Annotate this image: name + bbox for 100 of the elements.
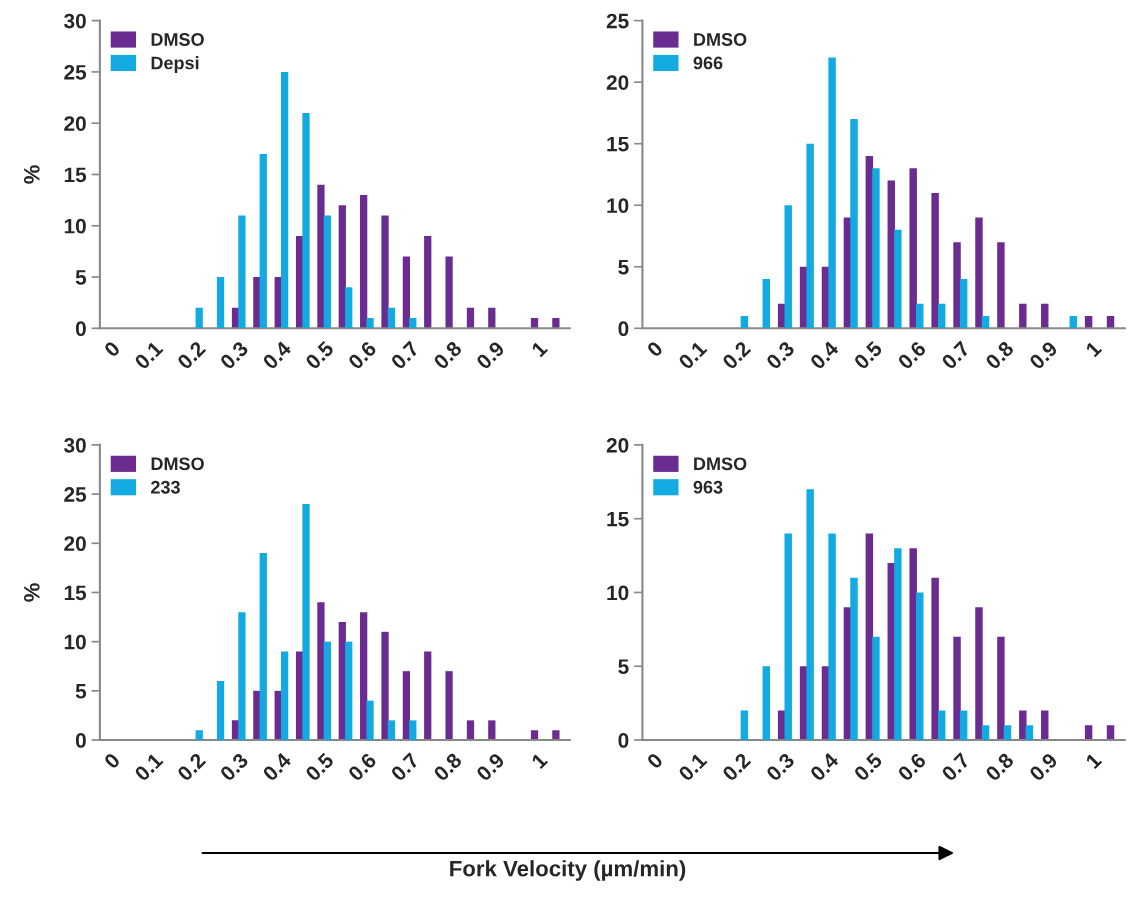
bar bbox=[981, 316, 990, 329]
bar bbox=[762, 279, 771, 329]
bar bbox=[409, 318, 417, 329]
y-tick-label: 0 bbox=[75, 733, 86, 748]
x-tick-label: 0.7 bbox=[390, 340, 420, 371]
y-tick-label: 25 bbox=[64, 487, 87, 502]
bar bbox=[959, 710, 968, 741]
bar bbox=[409, 720, 417, 741]
x-tick-label: 0.4 bbox=[261, 339, 293, 371]
legend-label: DMSO bbox=[151, 457, 204, 471]
y-tick-label: 10 bbox=[607, 198, 629, 213]
x-tick-label: 0.4 bbox=[809, 339, 840, 371]
bar bbox=[387, 720, 396, 741]
bar bbox=[381, 215, 389, 329]
bar bbox=[345, 287, 353, 329]
bar bbox=[975, 217, 983, 329]
x-tick-label: 0.4 bbox=[261, 751, 293, 782]
bar bbox=[281, 71, 289, 329]
x-tick-label: 0.1 bbox=[133, 340, 164, 371]
bar bbox=[784, 533, 792, 741]
bar bbox=[931, 577, 939, 741]
bar bbox=[195, 307, 203, 329]
bar bbox=[216, 277, 225, 329]
bar bbox=[445, 671, 453, 741]
bar bbox=[360, 194, 368, 329]
y-tick-label: 30 bbox=[63, 437, 86, 453]
bar bbox=[872, 168, 880, 329]
bar bbox=[317, 602, 325, 741]
y-tick-label: 0 bbox=[618, 321, 629, 337]
legend-label: 963 bbox=[693, 480, 723, 494]
x-tick-label: 0.9 bbox=[1028, 340, 1059, 371]
x-tick-label: 0.6 bbox=[896, 340, 927, 371]
y-tick-label: 15 bbox=[607, 511, 629, 527]
x-tick-label: 0.3 bbox=[765, 340, 796, 371]
y-tick-label: 20 bbox=[64, 116, 86, 131]
bar bbox=[216, 681, 225, 741]
x-tick-label: 0.5 bbox=[853, 340, 884, 371]
y-tick-label: 5 bbox=[75, 270, 87, 285]
bar bbox=[872, 636, 880, 741]
bar bbox=[806, 489, 814, 741]
x-tick-label: 0.2 bbox=[176, 340, 207, 371]
y-tick-label: 5 bbox=[618, 259, 629, 275]
bar bbox=[259, 553, 267, 741]
bar bbox=[997, 636, 1005, 741]
bar bbox=[937, 303, 946, 329]
bar bbox=[424, 651, 432, 741]
bar bbox=[323, 641, 331, 741]
bar bbox=[323, 215, 331, 329]
bar bbox=[806, 143, 814, 329]
legend-label: DMSO bbox=[694, 33, 747, 46]
y-axis-title: % bbox=[24, 583, 40, 602]
bar bbox=[281, 651, 289, 741]
y-tick-label: 5 bbox=[618, 659, 629, 674]
bar bbox=[740, 316, 749, 329]
bar bbox=[238, 612, 246, 741]
x-tick-label: 0.9 bbox=[475, 340, 506, 371]
y-tick-label: 0 bbox=[618, 733, 629, 748]
bar bbox=[850, 119, 858, 329]
bar bbox=[909, 168, 917, 329]
y-tick-label: 10 bbox=[64, 634, 86, 650]
bar bbox=[1019, 710, 1027, 741]
x-tick-label: 0.6 bbox=[347, 752, 378, 782]
x-tick-label: 0.3 bbox=[219, 340, 250, 371]
bar bbox=[345, 641, 353, 741]
x-axis-title: Fork Velocity (µm/min) bbox=[450, 860, 686, 881]
x-tick-label: 0 bbox=[646, 340, 664, 358]
bar bbox=[850, 577, 858, 741]
bar bbox=[916, 592, 924, 741]
bar bbox=[259, 153, 267, 329]
x-tick-label: 0.2 bbox=[176, 752, 207, 782]
x-tick-label: 1 bbox=[1085, 752, 1103, 770]
x-tick-label: 0.5 bbox=[853, 751, 884, 782]
bar bbox=[828, 57, 836, 329]
bar bbox=[338, 205, 346, 329]
bar bbox=[1019, 303, 1027, 329]
x-tick-label: 0.6 bbox=[896, 752, 927, 782]
x-tick-label: 0 bbox=[103, 340, 121, 358]
legend-label: 966 bbox=[693, 56, 723, 70]
bar bbox=[953, 242, 961, 329]
bar bbox=[828, 533, 836, 741]
bar bbox=[981, 725, 990, 741]
x-tick-label: 0.8 bbox=[432, 340, 463, 371]
x-tick-label: 0.1 bbox=[133, 751, 164, 782]
bar bbox=[1025, 725, 1034, 741]
x-tick-label: 0.9 bbox=[475, 752, 506, 782]
x-tick-label: 0.5 bbox=[304, 340, 335, 371]
bar bbox=[894, 548, 902, 741]
y-tick-label: 25 bbox=[64, 64, 87, 80]
x-tick-label: 0.7 bbox=[940, 752, 971, 782]
bar bbox=[916, 303, 924, 329]
bar bbox=[402, 256, 411, 329]
x-tick-label: 0.4 bbox=[809, 751, 840, 782]
y-tick-label: 30 bbox=[63, 13, 86, 29]
x-tick-label: 0.6 bbox=[347, 340, 378, 371]
y-tick-label: 15 bbox=[64, 585, 87, 601]
x-tick-label: 0.8 bbox=[984, 751, 1015, 782]
bar bbox=[302, 112, 310, 329]
y-tick-label: 20 bbox=[64, 536, 86, 552]
legend-label: 233 bbox=[151, 480, 180, 494]
x-tick-label: 0.8 bbox=[432, 751, 463, 782]
